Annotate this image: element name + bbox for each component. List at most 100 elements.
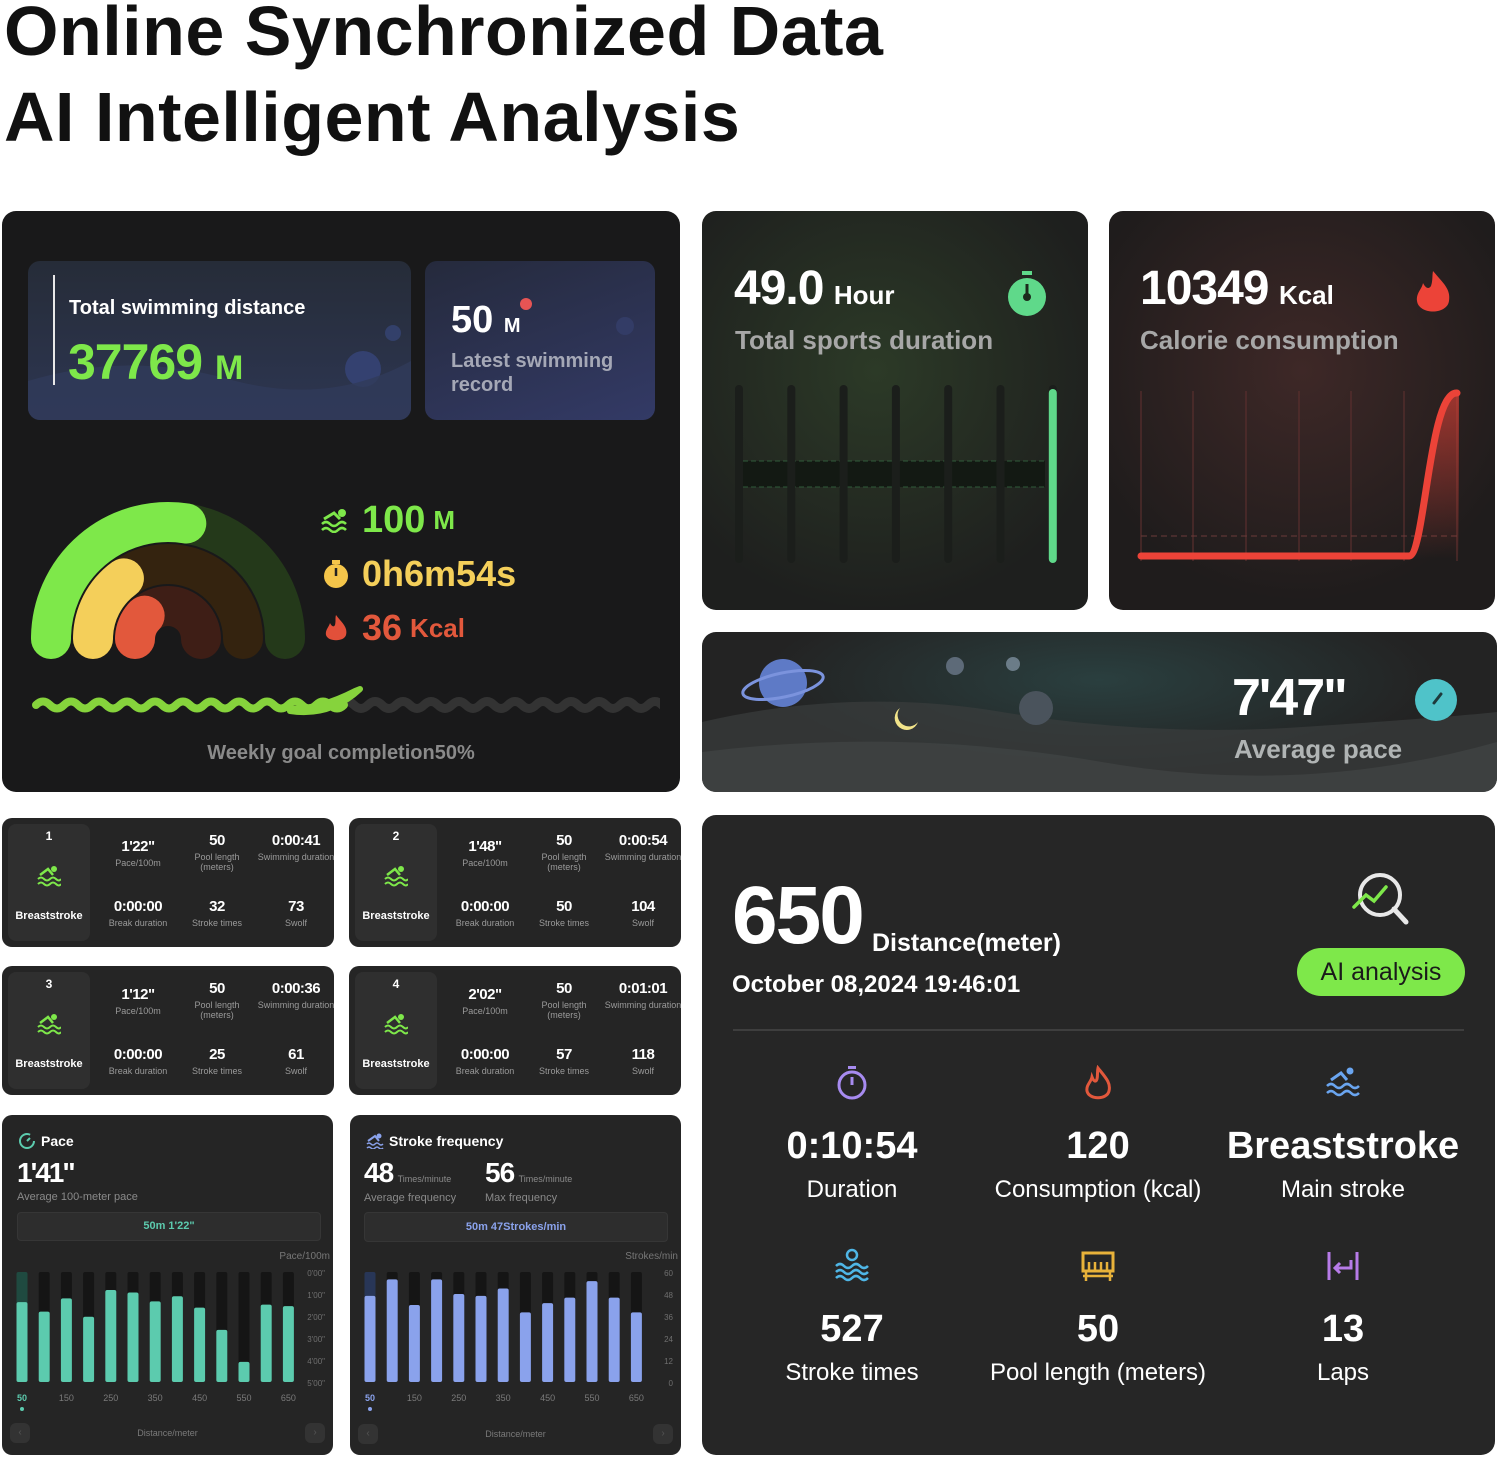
lap-strokes-value: 57 bbox=[556, 1046, 572, 1063]
bar[interactable] bbox=[453, 1294, 465, 1382]
goal-completed bbox=[32, 697, 348, 713]
y-tick-label: 0 bbox=[669, 1379, 674, 1388]
stroke-next-button[interactable]: › bbox=[653, 1424, 673, 1444]
lap-strokes: 50 Stroke times bbox=[524, 898, 604, 928]
bar[interactable] bbox=[431, 1279, 443, 1382]
bar[interactable] bbox=[364, 1295, 376, 1382]
laps-icon bbox=[1325, 1248, 1361, 1289]
lap-swolf: 61 Swolf bbox=[256, 1046, 336, 1076]
bar[interactable] bbox=[60, 1298, 72, 1382]
pace-chart-average-label: Average 100-meter pace bbox=[17, 1191, 138, 1203]
flame-icon bbox=[325, 615, 347, 641]
session-stat: 527 Stroke times bbox=[732, 1308, 972, 1387]
lap-break-label: Break duration bbox=[455, 1066, 515, 1076]
average-pace-card[interactable]: 7'47" Average pace bbox=[702, 632, 1497, 792]
calorie-card[interactable]: 10349 Kcal Calorie consumption bbox=[1109, 211, 1495, 610]
bar[interactable] bbox=[386, 1279, 398, 1382]
latest-record-card[interactable]: 50 M Latest swimming record bbox=[425, 261, 655, 420]
y-tick-label: 48 bbox=[664, 1291, 673, 1300]
lap-card[interactable]: 4 Breaststroke 2'02" Pace/100m 50 Pool leng… bbox=[349, 966, 681, 1095]
ring-distance-value: 100 bbox=[362, 498, 426, 541]
bar[interactable] bbox=[608, 1297, 620, 1382]
session-stat-value: 0:10:54 bbox=[786, 1125, 918, 1167]
stroke-bar-chart[interactable]: Strokes/min 60 48 36 24 12 0 50 150 250 350 450 550 6… bbox=[350, 1115, 681, 1455]
stroke-selected-tooltip: 50m 47Strokes/min bbox=[364, 1212, 668, 1242]
record-decoration bbox=[520, 298, 634, 335]
lap-stroke-type: Breaststroke bbox=[15, 910, 83, 922]
bar[interactable] bbox=[564, 1297, 576, 1382]
bar-track[interactable] bbox=[238, 1272, 250, 1382]
lap-pace: 1'48" Pace/100m bbox=[445, 838, 525, 868]
stroke-chart-title: Stroke frequency bbox=[389, 1133, 504, 1149]
pace-chart-title: Pace bbox=[41, 1133, 74, 1149]
session-stat: 50 Pool length (meters) bbox=[978, 1308, 1218, 1387]
session-stat: 120 Consumption (kcal) bbox=[978, 1125, 1218, 1204]
bar[interactable] bbox=[16, 1302, 28, 1382]
lap-break-label: Break duration bbox=[108, 1066, 168, 1076]
bar[interactable] bbox=[194, 1307, 206, 1382]
pace-next-button[interactable]: › bbox=[305, 1423, 325, 1443]
lap-pace-value: 1'22" bbox=[121, 838, 155, 855]
total-distance-card[interactable]: Total swimming distance 37769 M bbox=[28, 261, 411, 420]
session-stat-value: 527 bbox=[820, 1308, 884, 1350]
bar[interactable] bbox=[216, 1329, 228, 1382]
lap-duration-value: 0:00:54 bbox=[618, 832, 668, 849]
x-tick-label: 150 bbox=[59, 1393, 74, 1403]
lap-pool: 50 Pool length (meters) bbox=[177, 832, 257, 872]
lap-pool-label: Pool length (meters) bbox=[194, 1000, 240, 1020]
swimmer-icon bbox=[37, 866, 62, 887]
bar[interactable] bbox=[519, 1312, 531, 1382]
bar[interactable] bbox=[542, 1303, 554, 1382]
stroke-chart-xlabel: Distance/meter bbox=[485, 1429, 546, 1439]
bar[interactable] bbox=[127, 1292, 139, 1382]
lap-card[interactable]: 2 Breaststroke 1'48" Pace/100m 50 Pool leng… bbox=[349, 818, 681, 947]
lap-number: 1 bbox=[45, 829, 53, 843]
lap-swolf: 118 Swolf bbox=[603, 1046, 683, 1076]
bar[interactable] bbox=[408, 1305, 420, 1382]
flame-icon bbox=[1080, 1064, 1116, 1106]
bar[interactable] bbox=[282, 1306, 294, 1382]
flame-icon bbox=[1416, 271, 1450, 312]
calorie-unit: Kcal bbox=[1278, 280, 1334, 310]
session-stat-value: 13 bbox=[1321, 1308, 1365, 1350]
pace-prev-button[interactable]: ‹ bbox=[10, 1423, 30, 1443]
bar[interactable] bbox=[586, 1281, 598, 1382]
lap-pool-value: 50 bbox=[209, 980, 225, 997]
lap-card[interactable]: 1 Breaststroke 1'22" Pace/100m 50 Pool leng… bbox=[2, 818, 334, 947]
pool-icon bbox=[1080, 1248, 1116, 1289]
lap-strokes-label: Stroke times bbox=[191, 918, 242, 928]
pace-bar-chart[interactable]: Pace/100m 0'00" 1'00" 2'00" 3'00" 4'00" 5'00" 5… bbox=[2, 1115, 333, 1455]
speedometer-icon bbox=[1415, 679, 1457, 721]
lap-swolf: 104 Swolf bbox=[603, 898, 683, 928]
bar[interactable] bbox=[260, 1304, 272, 1382]
swimmer-icon bbox=[366, 1133, 384, 1149]
lap-swolf-label: Swolf bbox=[284, 918, 307, 928]
bar[interactable] bbox=[105, 1289, 117, 1382]
lap-duration: 0:00:41 Swimming duration bbox=[256, 832, 336, 862]
session-distance-label: Distance(meter) bbox=[872, 929, 1061, 957]
bar[interactable] bbox=[238, 1361, 250, 1382]
duration-card[interactable]: 49.0 Hour Total sports duration bbox=[702, 211, 1088, 610]
stopwatch-icon bbox=[1008, 271, 1046, 316]
latest-record-value: 50 bbox=[451, 299, 494, 341]
bar[interactable] bbox=[630, 1312, 642, 1382]
bar[interactable] bbox=[497, 1288, 509, 1383]
session-stat: Breaststroke Main stroke bbox=[1223, 1125, 1463, 1204]
lap-swolf-value: 104 bbox=[631, 898, 655, 915]
selected-marker bbox=[368, 1407, 372, 1411]
stroke-prev-button[interactable]: ‹ bbox=[358, 1424, 378, 1444]
average-pace-value: 7'47" bbox=[1232, 669, 1348, 727]
bar[interactable] bbox=[475, 1295, 487, 1382]
calorie-line-chart bbox=[1137, 389, 1461, 561]
bar[interactable] bbox=[149, 1301, 161, 1382]
lap-duration-label: Swimming duration bbox=[604, 1000, 682, 1010]
swimmer-icon bbox=[384, 866, 409, 887]
lap-pace: 1'12" Pace/100m bbox=[98, 986, 178, 1016]
bar[interactable] bbox=[171, 1296, 183, 1382]
lap-card[interactable]: 3 Breaststroke 1'12" Pace/100m 50 Pool leng… bbox=[2, 966, 334, 1095]
ai-analysis-button[interactable]: AI analysis bbox=[1297, 948, 1465, 996]
bar[interactable] bbox=[83, 1316, 95, 1382]
x-tick-label: 550 bbox=[584, 1393, 599, 1403]
lap-strokes-value: 50 bbox=[556, 898, 572, 915]
bar[interactable] bbox=[38, 1311, 50, 1382]
